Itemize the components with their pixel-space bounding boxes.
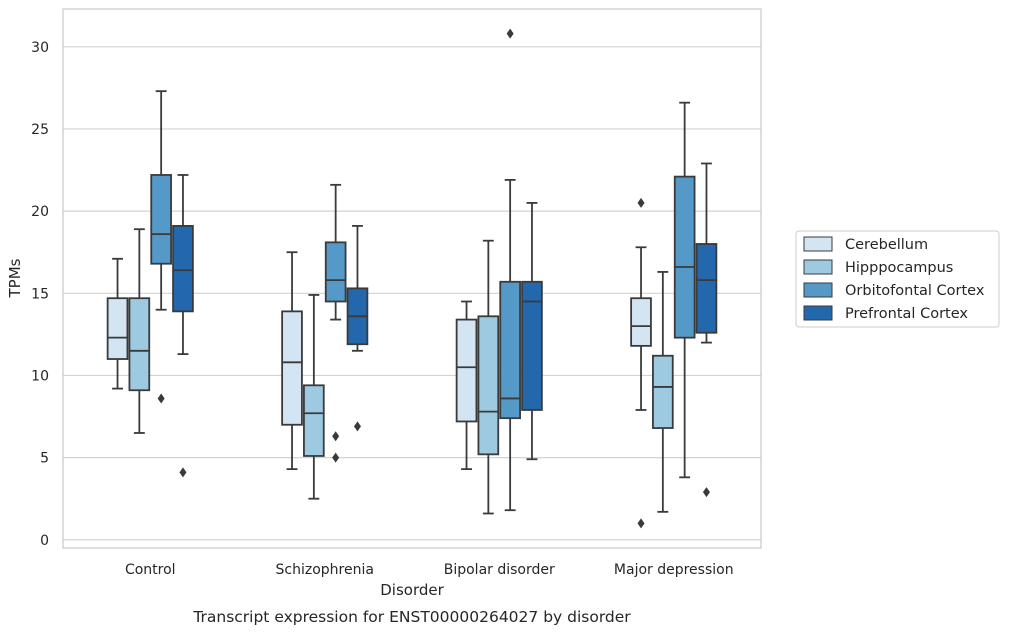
box-iqr [172, 225, 194, 313]
y-axis-ticks: 0 5 10 15 20 25 30 [31, 40, 49, 549]
box-0-0 [106, 257, 129, 390]
x-tick-label: Schizophrenia [276, 562, 374, 578]
box-3-2 [673, 101, 696, 479]
box-3-3 [695, 162, 718, 498]
legend-label: Orbitofontal Cortex [845, 283, 985, 299]
box-iqr [128, 297, 151, 392]
legend-swatch [803, 305, 833, 321]
box-0-1 [128, 228, 151, 434]
x-axis-ticks: Control Schizophrenia Bipolar disorder Majo… [125, 562, 734, 578]
box-1-0 [281, 251, 303, 471]
y-tick-label: 20 [31, 204, 49, 220]
y-tick-label: 30 [31, 40, 49, 56]
box-iqr [630, 297, 652, 347]
y-tick-label: 0 [40, 533, 49, 549]
gridlines [63, 46, 761, 541]
outlier-point [179, 467, 187, 478]
legend-frame [795, 230, 1000, 328]
y-tick-label: 5 [40, 451, 49, 467]
x-tick-label: Major depression [614, 562, 734, 578]
box-iqr [652, 354, 674, 429]
outlier-point [157, 393, 165, 404]
plot-frame [62, 8, 762, 549]
box-0-3 [172, 174, 194, 478]
box-iqr [455, 318, 478, 423]
outlier-point [332, 452, 340, 463]
legend-swatch [803, 282, 833, 298]
outlier-point [702, 487, 710, 498]
box-iqr [499, 280, 521, 420]
legend-label: Cerebellum [845, 237, 928, 253]
box-2-2 [499, 28, 521, 512]
legend-label: Prefrontal Cortex [845, 306, 968, 322]
box-2-3 [521, 202, 543, 461]
box-iqr [673, 175, 696, 339]
outlier-point [353, 421, 361, 432]
y-tick-label: 15 [31, 286, 49, 302]
box-1-2 [324, 183, 347, 463]
box-2-1 [477, 239, 500, 515]
box-1-3 [346, 225, 369, 432]
outlier-point [637, 197, 645, 208]
box-iqr [477, 315, 500, 456]
outlier-point [637, 518, 645, 529]
y-axis-label: TPMs [6, 258, 24, 298]
boxes-layer [106, 28, 718, 529]
outlier-point [506, 28, 514, 39]
box-3-0 [630, 197, 652, 529]
box-iqr [150, 174, 172, 265]
y-tick-label: 25 [31, 122, 49, 138]
legend-label: Hipppocampus [845, 260, 953, 276]
y-tick-label: 10 [31, 368, 49, 384]
box-2-0 [455, 300, 478, 471]
box-iqr [521, 280, 543, 411]
outlier-point [332, 431, 340, 442]
legend: Cerebellum Hipppocampus Orbitofontal Corte… [795, 230, 1000, 328]
box-iqr [106, 297, 129, 360]
x-tick-label: Bipolar disorder [444, 562, 555, 578]
figure-caption: Transcript expression for ENST0000026402… [192, 608, 631, 626]
x-axis-label: Disorder [380, 581, 444, 599]
box-3-1 [652, 271, 674, 513]
legend-swatch [803, 259, 833, 275]
box-iqr [324, 241, 347, 303]
legend-swatch [803, 236, 833, 252]
box-iqr [281, 310, 303, 426]
box-iqr [303, 384, 325, 457]
x-tick-label: Control [125, 562, 176, 578]
box-iqr [695, 243, 718, 334]
box-1-1 [303, 294, 325, 500]
box-0-2 [150, 90, 172, 404]
